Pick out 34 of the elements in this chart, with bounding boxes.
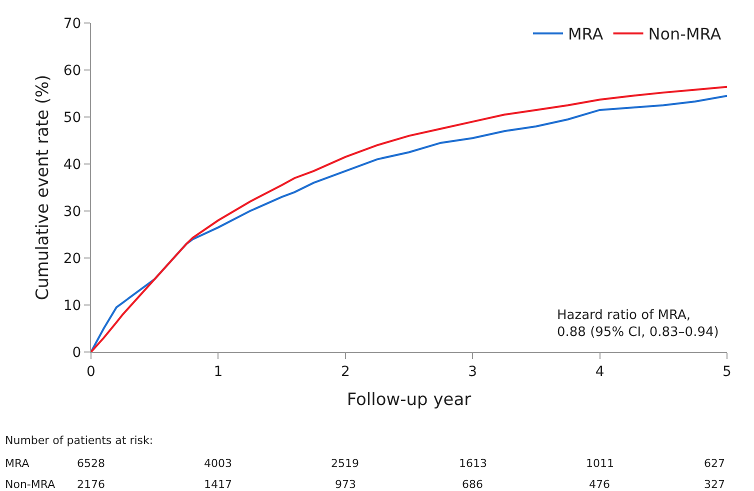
text: 1011 [586,457,614,470]
y-tick-label: 70 [63,16,82,32]
text: 1417 [204,478,232,491]
x-tick-label: 5 [722,364,732,380]
y-tick-label: 60 [63,62,82,79]
text: 327 [704,478,725,491]
x-tick-label: 2 [340,364,350,380]
x-tick-label: 1 [214,364,223,380]
y-tick-label: 50 [63,110,82,126]
text: MRA [5,457,30,470]
x-tick-label: 0 [86,364,96,380]
text: 6528 [77,457,105,470]
text: 4003 [204,457,232,470]
text: Non-MRA [5,478,56,491]
legend-label: MRA [568,24,604,44]
legend-label: Non-MRA [648,24,722,44]
text: 627 [704,457,725,470]
x-axis-title: Follow-up year [346,390,472,410]
x-tick-label: 3 [468,364,478,380]
text: 2176 [77,478,105,491]
text: 973 [335,478,356,491]
text: 476 [589,478,610,491]
x-tick-label: 4 [595,364,604,380]
y-tick-label: 20 [63,250,82,267]
y-axis-title: Cumulative event rate (%) [32,74,53,300]
text: 686 [462,478,483,491]
y-tick-label: 30 [63,204,82,220]
y-tick-label: 10 [63,298,82,314]
text: 2519 [331,457,359,470]
annotation: Hazard ratio of MRA, 0.88 (95% CI, 0.83–0.94) [557,308,719,340]
y-tick-label: 0 [72,344,82,361]
y-tick-label: 40 [63,156,82,173]
text: Number of patients at risk: [5,434,154,447]
text: 1613 [459,457,487,470]
